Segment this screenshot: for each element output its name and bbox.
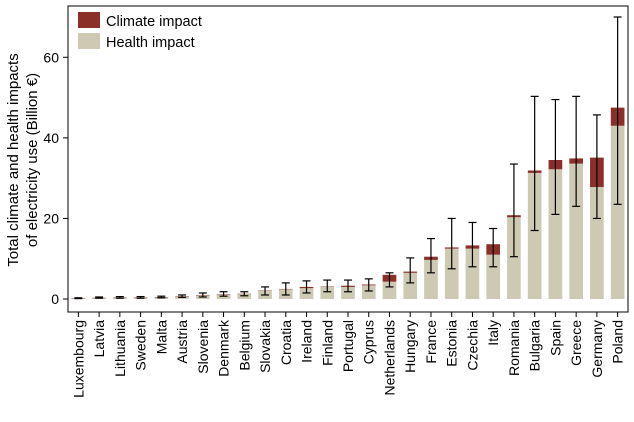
x-tick-label: Latvia [91,320,107,358]
x-tick-label: Portugal [340,320,356,372]
x-tick-label: Bulgaria [527,320,543,372]
x-tick-label: Slovakia [257,320,273,373]
y-axis-title-line-2: of electricity use (Billion €) [24,73,41,247]
error-bar [219,291,228,297]
bar-health-impact [444,248,459,299]
bar-health-impact [610,125,625,300]
bar-health-impact [320,286,335,299]
y-tick-label: 40 [43,130,59,146]
y-tick-label: 20 [43,210,59,226]
x-tick-label: Croatia [278,320,294,365]
error-bar [178,294,187,298]
x-tick-label: Germany [589,320,605,378]
x-tick-label: Slovenia [195,320,211,374]
bar-health-impact [403,272,418,299]
x-tick-label: Lithuania [112,320,128,377]
x-tick-label: Poland [610,320,626,364]
x-tick-label: Austria [174,320,190,364]
y-tick-label: 60 [43,49,59,65]
bar-health-impact [465,248,480,299]
error-bar [530,95,539,232]
x-tick-label: France [423,320,439,364]
x-axis: Luxembourg Latvia Lithuania Sweden Malta Aust… [70,312,626,398]
x-tick-label: Luxembourg [70,320,86,398]
error-bar [198,292,207,298]
x-tick-label: Italy [485,320,501,346]
x-tick-label: Greece [568,320,584,366]
error-bar [115,295,124,299]
bar-health-impact [361,285,376,299]
bar-health-impact [382,281,397,299]
y-tick-label: 0 [51,291,59,307]
error-bar [592,114,601,220]
bar-health-impact [216,294,231,299]
error-bar [136,295,145,299]
error-bar [406,257,415,284]
y-axis-title-line-1: Total climate and health impacts [5,53,22,266]
error-bar [302,280,311,294]
legend-swatch-climate-impact [78,12,100,28]
error-bar [261,286,270,296]
x-tick-label: Ireland [299,320,315,363]
error-bar [489,227,498,268]
bar-health-impact [527,172,542,299]
bar-health-impact [299,288,314,299]
error-bar [426,237,435,274]
bar-health-impact [507,217,521,299]
error-bar [447,217,456,270]
error-bar [385,272,394,288]
x-tick-label: Spain [547,320,563,356]
x-tick-label: Cyprus [361,320,377,364]
bar-health-impact [548,169,563,299]
error-bars-group [74,16,622,300]
x-tick-label: Romania [506,320,522,376]
x-tick-label: Czechia [464,320,480,371]
x-tick-label: Netherlands [381,320,397,396]
bar-health-impact [237,294,252,299]
error-bar [613,16,622,205]
bar-health-impact [486,254,501,299]
bars-group [71,107,625,300]
legend: Climate impact Health impact [78,12,202,51]
x-tick-label: Denmark [216,319,232,377]
x-tick-label: Finland [319,320,335,366]
bar-health-impact [424,259,438,299]
legend-label-health-impact: Health impact [106,35,195,51]
error-bar [572,95,581,207]
x-tick-label: Estonia [444,320,460,367]
error-bar [281,282,290,296]
y-axis: 0 20 40 60 [43,49,68,307]
x-tick-label: Malta [153,320,169,354]
error-bar [157,295,166,299]
error-bar [551,98,560,215]
error-bar [509,163,518,258]
x-tick-label: Hungary [402,320,418,373]
error-bar [323,279,332,293]
error-bar [74,297,83,300]
plot-frame-group [67,5,629,313]
x-tick-label: Sweden [133,320,149,371]
bar-health-impact [590,187,604,299]
bar-health-impact [341,286,355,299]
error-bar [364,278,373,292]
plot-frame [67,5,629,313]
error-bar [344,279,352,293]
bar-health-impact [569,163,583,299]
error-bar [240,291,249,297]
error-bar [95,296,104,299]
legend-swatch-health-impact [78,33,100,49]
x-tick-label: Belgium [236,320,252,371]
error-bar [468,221,477,268]
legend-label-climate-impact: Climate impact [106,14,202,30]
